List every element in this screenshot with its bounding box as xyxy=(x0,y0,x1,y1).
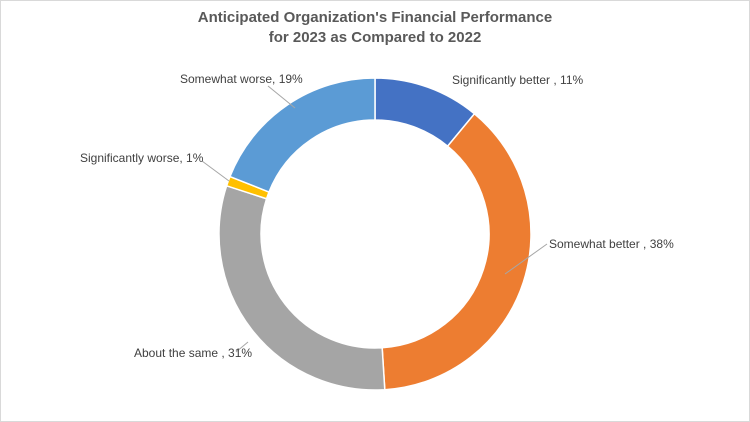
chart-title-line-1: Anticipated Organization's Financial Per… xyxy=(197,9,553,26)
data-label-somewhat-worse: Somewhat worse, 19% xyxy=(180,72,303,86)
chart-title-line-2: for 2023 as Compared to 2022 xyxy=(268,29,482,46)
slices-layer xyxy=(218,77,532,391)
data-label-significantly-better: Significantly better , 11% xyxy=(452,73,584,87)
leader-line-significantly-worse xyxy=(201,160,230,182)
slice-somewhat-worse xyxy=(228,77,376,194)
data-label-about-the-same: About the same , 31% xyxy=(134,346,252,360)
data-label-somewhat-better: Somewhat better , 38% xyxy=(549,237,674,251)
leader-lines-layer xyxy=(201,85,548,353)
data-label-significantly-worse: Significantly worse, 1% xyxy=(80,151,204,165)
slice-somewhat-better xyxy=(381,112,532,391)
chart-title: Anticipated Organization's Financial Per… xyxy=(0,8,750,48)
leader-line-about-the-same xyxy=(235,341,249,353)
leader-line-somewhat-worse xyxy=(267,85,296,109)
slice-about-the-same xyxy=(218,184,386,391)
leader-line-somewhat-better xyxy=(504,243,548,275)
data-labels-layer: Significantly better , 11% Somewhat bette… xyxy=(80,72,674,360)
